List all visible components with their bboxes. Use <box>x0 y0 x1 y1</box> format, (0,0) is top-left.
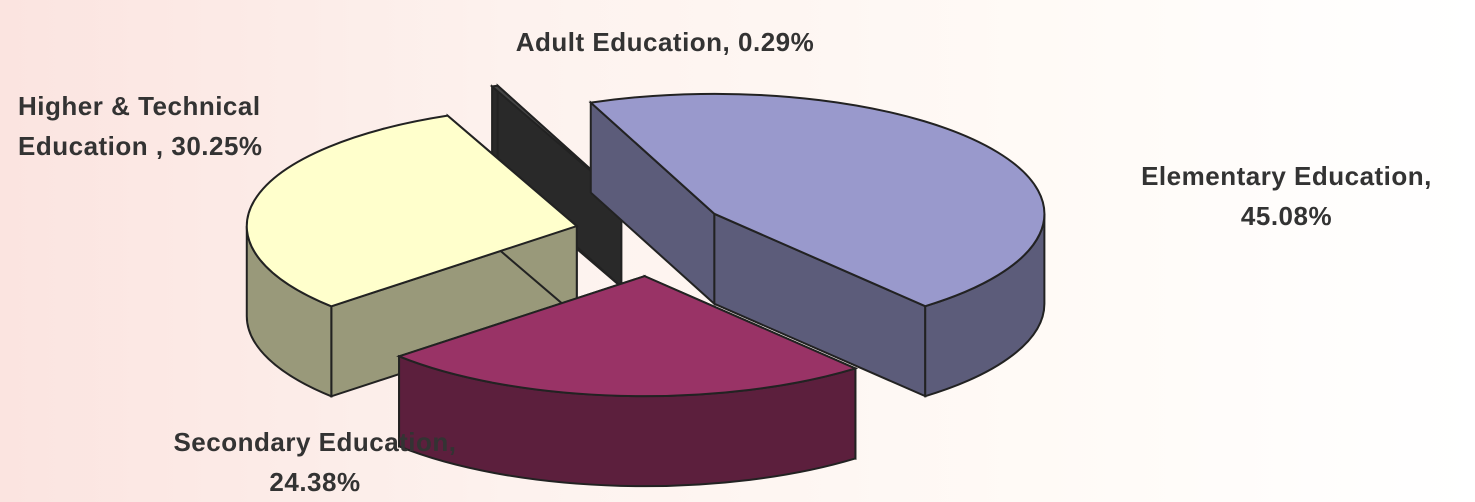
value-label: 0.29% <box>738 27 815 57</box>
slice-top <box>588 92 1046 308</box>
slice-top <box>489 84 622 198</box>
data-label: Adult Education, 0.29% <box>515 22 815 62</box>
slice <box>245 113 579 398</box>
category-label: Higher & Technical Education , <box>18 91 261 161</box>
slice <box>396 274 859 488</box>
value-label: 30.25% <box>171 131 263 161</box>
category-label: Elementary Education, <box>1141 161 1432 191</box>
slice-top <box>396 275 859 398</box>
value-label: 45.08% <box>1240 201 1333 231</box>
data-label: Higher & Technical Education , 30.25% <box>18 86 358 166</box>
value-label: 24.38% <box>269 467 361 497</box>
data-label: Elementary Education, 45.08% <box>1098 156 1475 236</box>
category-label: Adult Education, <box>515 27 731 57</box>
slice <box>588 92 1046 398</box>
data-label: Secondary Education, 24.38% <box>125 422 505 502</box>
category-label: Secondary Education, <box>173 427 457 457</box>
slice-top <box>245 114 579 308</box>
slice <box>489 83 623 290</box>
